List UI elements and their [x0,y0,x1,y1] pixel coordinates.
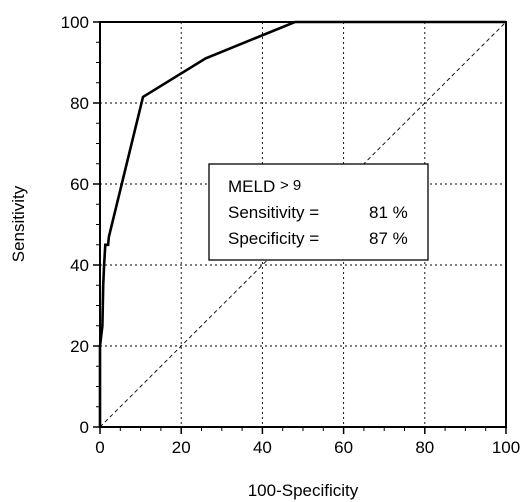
y-axis-title: Sensitivity [9,185,28,262]
x-tick-label-0: 0 [95,438,104,457]
x-tick-label-4: 80 [415,438,434,457]
annotation-specificity-value: 87 % [369,229,408,248]
x-axis-title: 100-Specificity [248,481,359,500]
plot-frame [99,21,507,428]
roc-curve [98,20,506,427]
x-tick-label-3: 60 [334,438,353,457]
y-tick-labels: 0 20 40 60 80 100 [61,13,89,437]
x-tick-label-5: 100 [492,438,520,457]
annotation-specificity-label: Specificity = [228,229,319,248]
roc-curve-line [98,20,506,427]
y-tick-label-1: 20 [70,337,89,356]
annotation-meld-label: MELD [228,177,275,196]
x-tick-labels: 0 20 40 60 80 100 [95,438,520,457]
y-tick-label-2: 40 [70,256,89,275]
y-tick-label-4: 80 [70,94,89,113]
x-tick-label-2: 40 [253,438,272,457]
x-tick-label-1: 20 [172,438,191,457]
y-tick-label-0: 0 [80,418,89,437]
annotation-meld-value: > 9 [280,177,301,194]
reference-diagonal [99,21,507,428]
y-tick-label-5: 100 [61,13,89,32]
annotation-frame [208,163,429,261]
y-tick-label-3: 60 [70,175,89,194]
diagonal-line [99,21,507,428]
annotation-sensitivity-label: Sensitivity = [228,203,319,222]
annotation-sensitivity-value: 81 % [369,203,408,222]
annotation-box: MELD > 9 Sensitivity = 81 % Specificity … [208,163,429,261]
